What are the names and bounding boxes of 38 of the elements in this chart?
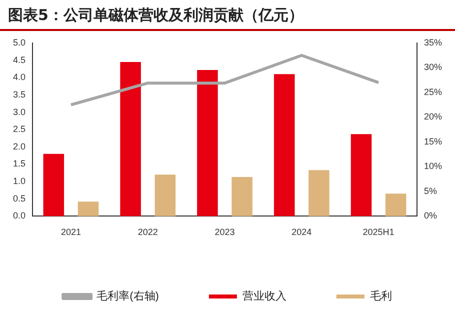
bar <box>350 134 372 216</box>
bar <box>120 62 141 216</box>
bar <box>154 174 176 216</box>
legend-label: 毛利 <box>370 290 392 303</box>
x-tick-label: 2022 <box>138 227 158 238</box>
y-tick-label: 0.5 <box>12 193 26 204</box>
y-tick-label: 1.0 <box>12 176 26 186</box>
bar <box>274 74 295 216</box>
y-tick-label: 2.5 <box>12 124 26 134</box>
bar <box>197 70 218 216</box>
bar <box>308 170 330 216</box>
x-tick-label: 2021 <box>60 227 81 238</box>
y2-tick-label: 25% <box>424 86 442 97</box>
y-tick-label: 2.0 <box>12 141 26 152</box>
y-tick-label: 4.5 <box>12 54 26 65</box>
bar <box>43 154 64 216</box>
bar <box>78 202 99 216</box>
y-tick-label: 0.0 <box>12 210 26 221</box>
y2-tick-label: 5% <box>424 186 437 196</box>
legend-label: 毛利率(右轴) <box>96 290 159 303</box>
legend-label: 营业收入 <box>242 290 286 303</box>
chart-title: 图表5：公司单磁体营收及利润贡献（亿元） <box>0 0 455 31</box>
y-tick-label: 4.0 <box>12 72 26 82</box>
bar <box>385 194 406 216</box>
y2-tick-label: 15% <box>424 136 442 146</box>
x-tick-label: 2025H1 <box>362 227 394 238</box>
y2-tick-label: 35% <box>424 37 442 48</box>
y2-tick-label: 20% <box>424 112 442 122</box>
x-tick-label: 2024 <box>292 227 312 238</box>
y-tick-label: 1.5 <box>12 158 26 169</box>
y2-tick-label: 0% <box>424 210 437 221</box>
y-tick-label: 5.0 <box>12 37 26 48</box>
y2-tick-label: 10% <box>424 161 442 172</box>
x-tick-label: 2023 <box>214 227 235 238</box>
y-tick-label: 3.5 <box>12 89 26 100</box>
y-tick-label: 3.0 <box>12 106 26 117</box>
bar <box>232 177 252 216</box>
y2-tick-label: 30% <box>424 62 442 72</box>
